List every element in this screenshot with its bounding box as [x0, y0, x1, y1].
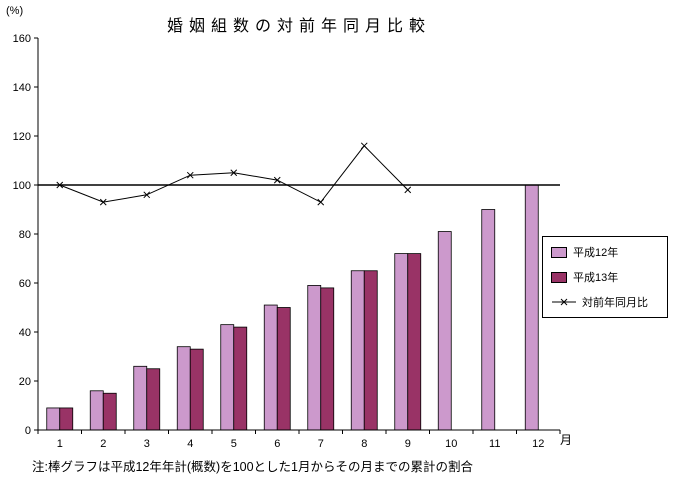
- legend-item-heisei12: 平成12年: [551, 244, 661, 260]
- line-marker-icon: [552, 298, 576, 306]
- footnote: 注:棒グラフは平成12年年計(概数)を100とした1月からその月までの累計の割合: [32, 460, 474, 474]
- legend-item-heisei13: 平成13年: [551, 269, 661, 285]
- svg-text:1: 1: [57, 438, 63, 450]
- y-axis-unit-label: (%): [6, 5, 24, 17]
- svg-text:120: 120: [13, 131, 31, 143]
- svg-text:0: 0: [25, 425, 31, 437]
- svg-text:3: 3: [144, 438, 150, 450]
- legend-label: 平成12年: [573, 247, 619, 259]
- svg-text:160: 160: [13, 33, 31, 45]
- chart-title: 婚姻組数の対前年同月比較: [166, 18, 431, 35]
- legend-item-ratio-line: 対前年同月比: [551, 294, 661, 310]
- svg-text:11: 11: [489, 438, 500, 450]
- svg-text:80: 80: [19, 229, 31, 241]
- svg-text:12: 12: [532, 438, 544, 450]
- svg-text:6: 6: [274, 438, 280, 450]
- svg-text:4: 4: [187, 438, 193, 450]
- svg-text:40: 40: [19, 327, 31, 339]
- svg-text:60: 60: [19, 278, 31, 290]
- legend-label: 対前年同月比: [582, 297, 648, 309]
- legend-label: 平成13年: [573, 272, 619, 284]
- legend: 平成12年 平成13年 対前年同月比: [542, 236, 668, 318]
- svg-text:5: 5: [231, 438, 237, 450]
- svg-text:10: 10: [445, 438, 457, 450]
- heisei13-swatch-icon: [551, 271, 567, 283]
- svg-text:7: 7: [318, 438, 324, 450]
- heisei12-swatch-icon: [551, 246, 567, 258]
- svg-text:20: 20: [19, 376, 31, 388]
- svg-text:100: 100: [13, 180, 31, 192]
- svg-text:8: 8: [361, 438, 367, 450]
- svg-text:2: 2: [100, 438, 106, 450]
- svg-text:9: 9: [405, 438, 411, 450]
- svg-text:140: 140: [13, 82, 31, 94]
- x-axis-unit-label: 月: [560, 433, 573, 447]
